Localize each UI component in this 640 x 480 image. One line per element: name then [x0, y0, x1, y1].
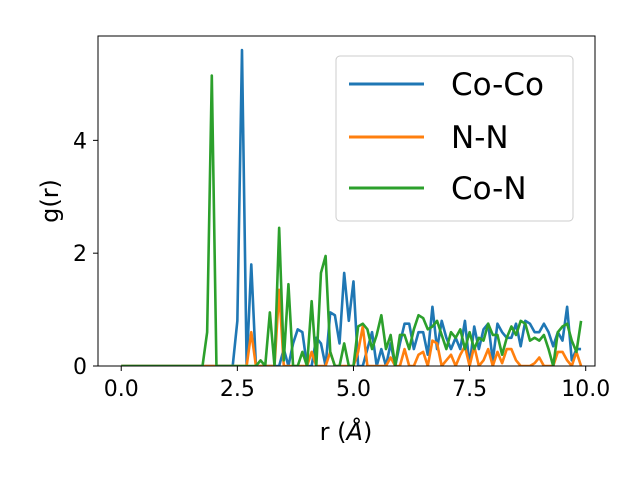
x-tick-label: 7.5: [452, 377, 487, 402]
x-axis-label: r (Å): [320, 417, 373, 446]
ticks-layer: 0.0 2.5 5.0 7.5 10.0 0 2 4: [73, 129, 610, 402]
series-layer: [121, 48, 583, 366]
series-line-co-n: [121, 74, 583, 366]
y-tick-label: 2: [73, 242, 87, 267]
plot-frame: [97, 35, 596, 367]
y-axis-label: g(r): [36, 179, 64, 223]
x-tick-label: 10.0: [561, 377, 610, 402]
legend-label-co-n: Co-N: [451, 171, 527, 207]
series-line-co-co: [121, 48, 582, 366]
legend-box: [335, 55, 574, 222]
x-tick-label: 2.5: [220, 377, 255, 402]
x-tick-label: 5.0: [336, 377, 371, 402]
y-tick-label: 0: [73, 355, 87, 380]
y-tick-label: 4: [73, 129, 87, 154]
x-tick-label: 0.0: [104, 377, 139, 402]
legend-label-co-co: Co-Co: [451, 67, 544, 103]
legend: Co-Co N-N Co-N: [335, 55, 574, 222]
legend-label-n-n: N-N: [451, 120, 509, 156]
